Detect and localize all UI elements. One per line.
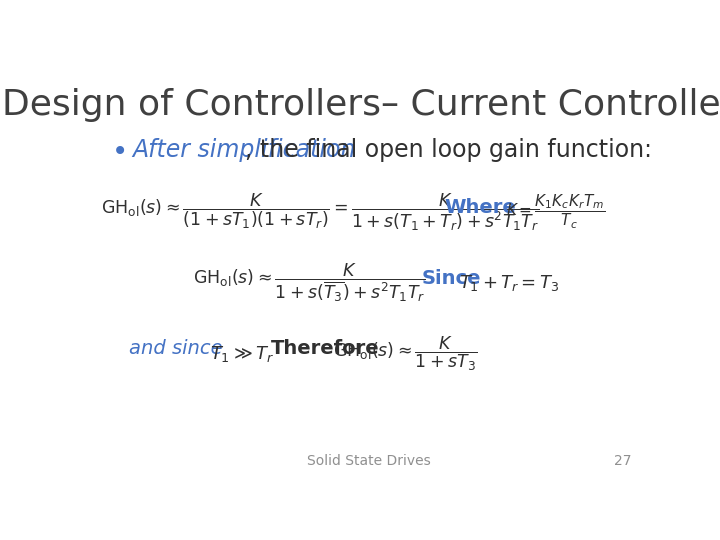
- Text: and since: and since: [129, 339, 222, 359]
- Text: $\mathrm{GH_{ol}}(s)\approx\dfrac{K}{(1+sT_1)(1+sT_r)}=\dfrac{K}{1+s(T_1+T_r)+s^: $\mathrm{GH_{ol}}(s)\approx\dfrac{K}{(1+…: [101, 192, 539, 233]
- Text: 27: 27: [613, 454, 631, 468]
- Text: $\mathrm{GH_{ol}}(s)\approx\dfrac{K}{1+s(\overline{T_3})+s^{2}T_1T_r}$: $\mathrm{GH_{ol}}(s)\approx\dfrac{K}{1+s…: [193, 262, 426, 305]
- Text: $T_1\gg T_r$: $T_1\gg T_r$: [210, 344, 274, 364]
- Text: Since: Since: [422, 268, 482, 288]
- Text: Where: Where: [444, 198, 516, 217]
- Text: •: •: [112, 138, 129, 166]
- Text: Therefore: Therefore: [271, 339, 380, 359]
- Text: Solid State Drives: Solid State Drives: [307, 454, 431, 468]
- Text: After simplification: After simplification: [132, 138, 356, 161]
- Text: Design of Controllers– Current Controller: Design of Controllers– Current Controlle…: [2, 87, 720, 122]
- Text: $T_1+T_r=T_3$: $T_1+T_r=T_3$: [459, 273, 559, 293]
- Text: $K=\dfrac{K_1 K_c K_r T_m}{T_c}$: $K=\dfrac{K_1 K_c K_r T_m}{T_c}$: [505, 193, 605, 232]
- Text: $\mathrm{GH_{ol}}(s)\approx\dfrac{K}{1+sT_3}$: $\mathrm{GH_{ol}}(s)\approx\dfrac{K}{1+s…: [333, 335, 477, 373]
- Text: , the final open loop gain function:: , the final open loop gain function:: [245, 138, 652, 161]
